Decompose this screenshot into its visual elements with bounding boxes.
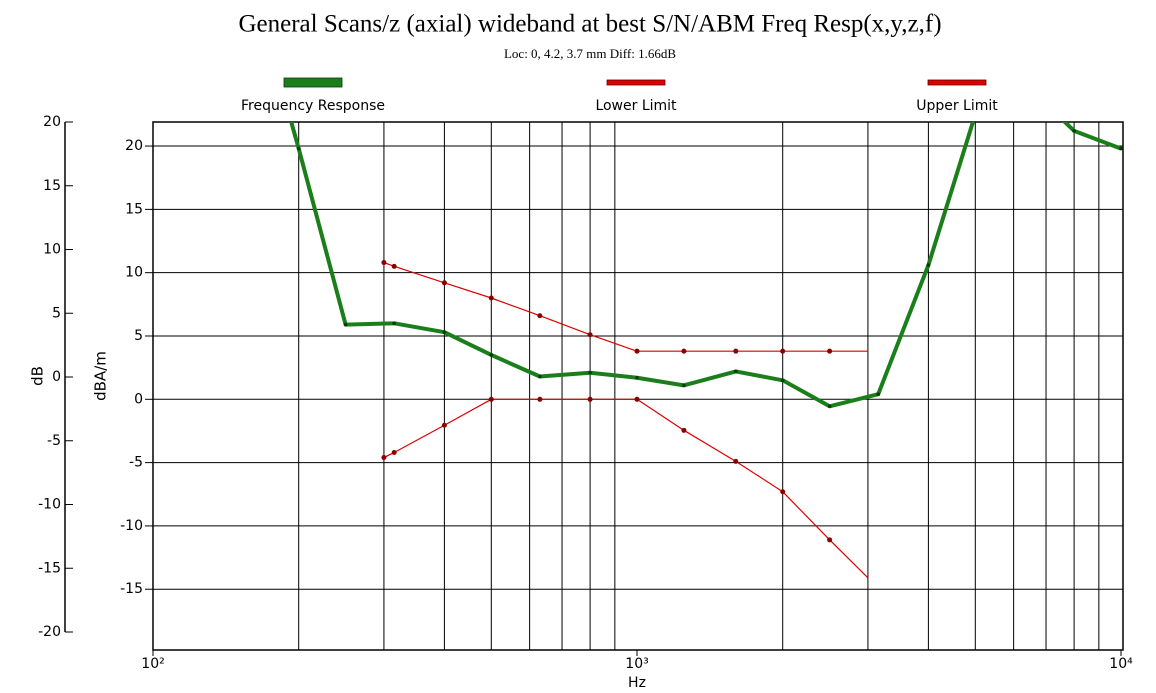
data-point	[488, 396, 494, 402]
legend-label: Lower Limit	[595, 98, 677, 114]
y-tick-label: -10	[38, 497, 61, 513]
y2-tick-label: 10	[125, 265, 143, 281]
data-point	[1072, 129, 1076, 133]
y2-tick-label: -5	[129, 455, 143, 471]
y2-tick-label: 0	[134, 391, 143, 407]
data-point	[827, 348, 833, 354]
y-tick-label: -5	[47, 433, 61, 449]
y-tick-label: -20	[38, 624, 61, 640]
y-tick-label: 0	[52, 369, 61, 385]
data-point	[391, 449, 397, 455]
data-point	[827, 404, 832, 409]
data-point	[681, 427, 687, 433]
data-point	[681, 348, 687, 354]
x-tick-label: 10²	[141, 656, 164, 672]
data-point	[441, 422, 447, 428]
data-point	[876, 392, 880, 397]
data-point	[442, 330, 447, 334]
data-point	[780, 489, 786, 495]
x-tick-label: 10⁴	[1109, 656, 1133, 672]
data-point	[391, 263, 397, 269]
data-point	[538, 374, 542, 379]
legend-label: Frequency Response	[241, 98, 385, 114]
data-point	[587, 396, 593, 402]
y-tick-label: 15	[43, 178, 61, 194]
y2-tick-label: 5	[134, 328, 143, 344]
data-point	[733, 458, 739, 464]
y2-tick-label: 15	[125, 201, 143, 217]
y-tick-label: 10	[43, 242, 61, 258]
data-point	[488, 295, 494, 301]
data-point	[343, 322, 348, 327]
data-point	[537, 313, 543, 319]
legend-swatch	[927, 79, 987, 86]
data-point	[682, 383, 686, 388]
data-point	[381, 260, 387, 266]
legend-swatch	[606, 79, 666, 86]
legend-swatch	[283, 77, 343, 88]
series-line	[383, 261, 868, 352]
plot-area	[289, 122, 1123, 579]
data-point	[588, 370, 592, 375]
data-point	[780, 348, 786, 354]
x-tick-label: 10³	[625, 656, 648, 672]
data-point	[392, 321, 396, 326]
y-tick-label: -15	[38, 560, 61, 576]
data-point	[780, 378, 785, 383]
y2-tick-label: -15	[120, 581, 143, 597]
legend-label: Upper Limit	[916, 98, 998, 114]
y2-axis-label: dBA/m	[92, 351, 110, 401]
chart-title: General Scans/z (axial) wideband at best…	[238, 11, 941, 38]
data-point	[441, 280, 447, 286]
data-point	[296, 146, 301, 151]
data-point	[635, 375, 639, 380]
data-point	[827, 537, 833, 543]
x-axis-label: Hz	[628, 675, 646, 691]
data-point	[587, 332, 593, 338]
plot-frame	[152, 121, 1124, 651]
data-point	[381, 455, 387, 461]
data-point	[733, 369, 738, 374]
y-tick-label: 5	[52, 305, 61, 321]
y-tick-label: 20	[43, 114, 61, 130]
y-axis-label: dB	[29, 366, 47, 386]
data-point	[1119, 146, 1123, 151]
data-point	[634, 396, 640, 402]
chart-subtitle: Loc: 0, 4.2, 3.7 mm Diff: 1.66dB	[504, 46, 676, 61]
y2-tick-label: 20	[125, 138, 143, 154]
series-line	[383, 398, 869, 579]
y2-tick-label: -10	[120, 518, 143, 534]
data-point	[537, 396, 543, 402]
data-point	[489, 353, 494, 357]
data-point	[926, 263, 931, 267]
data-point	[733, 348, 739, 354]
data-point	[634, 348, 640, 354]
